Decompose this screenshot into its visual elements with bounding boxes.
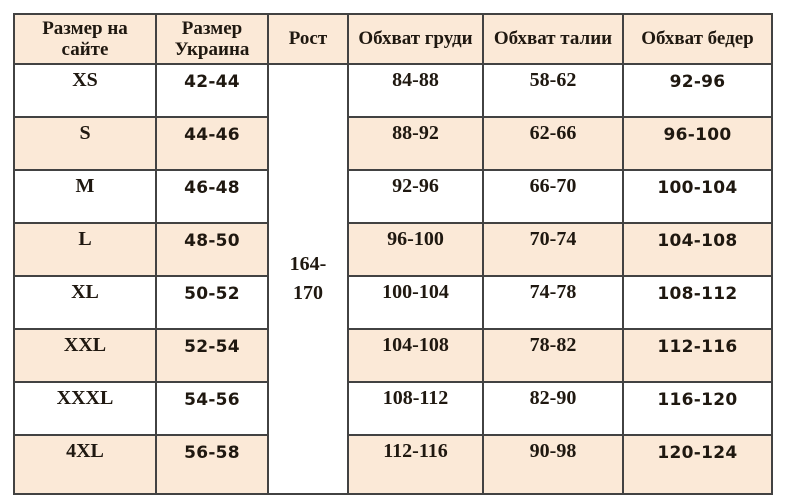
header-cell-waist: Обхват талии	[482, 13, 624, 65]
cell-size-ukraine: 52-54	[155, 328, 269, 383]
cell-hips: 120-124	[622, 434, 773, 495]
cell-hips: 92-96	[622, 63, 773, 118]
cell-chest: 88-92	[347, 116, 484, 171]
cell-waist: 62-66	[482, 116, 624, 171]
cell-size-site: XXL	[13, 328, 157, 383]
cell-waist: 58-62	[482, 63, 624, 118]
cell-chest: 100-104	[347, 275, 484, 330]
table-row: 4XL 56-58 112-116 90-98 120-124	[13, 434, 773, 495]
cell-size-ukraine: 50-52	[155, 275, 269, 330]
cell-size-site: S	[13, 116, 157, 171]
table-row: XXL 52-54 104-108 78-82 112-116	[13, 328, 773, 383]
cell-hips: 104-108	[622, 222, 773, 277]
header-cell-size-site: Размер на сайте	[13, 13, 157, 65]
cell-chest: 96-100	[347, 222, 484, 277]
cell-hips: 108-112	[622, 275, 773, 330]
size-chart-table: Размер на сайте Размер Украина Рост Обхв…	[13, 13, 773, 495]
cell-waist: 70-74	[482, 222, 624, 277]
cell-size-ukraine: 54-56	[155, 381, 269, 436]
cell-hips: 116-120	[622, 381, 773, 436]
cell-waist: 78-82	[482, 328, 624, 383]
cell-size-ukraine: 56-58	[155, 434, 269, 495]
table-row: XXXL 54-56 108-112 82-90 116-120	[13, 381, 773, 436]
cell-chest: 92-96	[347, 169, 484, 224]
cell-size-ukraine: 44-46	[155, 116, 269, 171]
cell-size-site: L	[13, 222, 157, 277]
table-row: M 46-48 92-96 66-70 100-104	[13, 169, 773, 224]
cell-waist: 66-70	[482, 169, 624, 224]
cell-waist: 82-90	[482, 381, 624, 436]
header-cell-size-ukraine: Размер Украина	[155, 13, 269, 65]
cell-size-site: XXXL	[13, 381, 157, 436]
cell-hips: 112-116	[622, 328, 773, 383]
table-row: L 48-50 96-100 70-74 104-108	[13, 222, 773, 277]
cell-chest: 104-108	[347, 328, 484, 383]
cell-hips: 96-100	[622, 116, 773, 171]
table-row: S 44-46 88-92 62-66 96-100	[13, 116, 773, 171]
cell-waist: 90-98	[482, 434, 624, 495]
cell-size-site: M	[13, 169, 157, 224]
cell-chest: 112-116	[347, 434, 484, 495]
cell-chest: 84-88	[347, 63, 484, 118]
table-row: XL 50-52 100-104 74-78 108-112	[13, 275, 773, 330]
table-row: XS 42-44 164-170 84-88 58-62 92-96	[13, 63, 773, 495]
cell-chest: 108-112	[347, 381, 484, 436]
cell-size-ukraine: 42-44	[155, 63, 269, 118]
cell-size-site: 4XL	[13, 434, 157, 495]
header-cell-hips: Обхват бедер	[622, 13, 773, 65]
cell-size-site: XS	[13, 63, 157, 118]
cell-height-merged: 164-170	[267, 63, 349, 495]
header-cell-height: Рост	[267, 13, 349, 65]
header-cell-chest: Обхват груди	[347, 13, 484, 65]
cell-size-site: XL	[13, 275, 157, 330]
cell-size-ukraine: 48-50	[155, 222, 269, 277]
cell-size-ukraine: 46-48	[155, 169, 269, 224]
cell-waist: 74-78	[482, 275, 624, 330]
cell-hips: 100-104	[622, 169, 773, 224]
header-row: Размер на сайте Размер Украина Рост Обхв…	[13, 13, 773, 65]
